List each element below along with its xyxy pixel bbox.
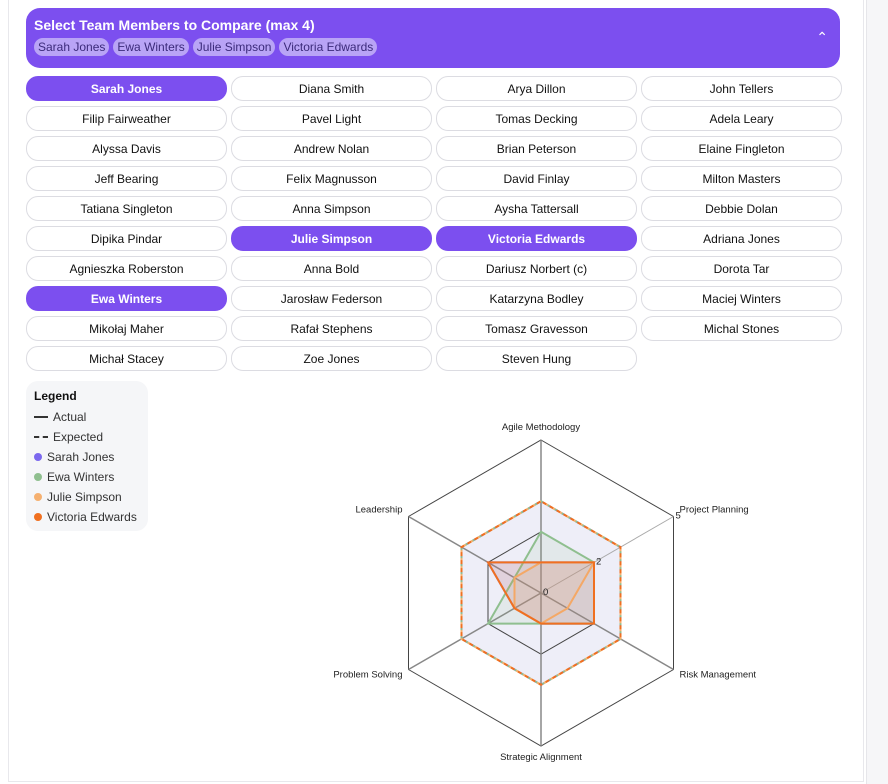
legend: Legend Actual Expected Sarah Jones Ewa Wi…	[26, 381, 148, 531]
dashed-line-icon	[34, 436, 48, 438]
member-button[interactable]: John Tellers	[641, 76, 842, 101]
legend-item: Julie Simpson	[34, 487, 140, 507]
selected-chip[interactable]: Julie Simpson	[192, 38, 276, 56]
member-button[interactable]: Jarosław Federson	[231, 286, 432, 311]
member-selector-header[interactable]: Select Team Members to Compare (max 4) S…	[26, 8, 840, 68]
axis-label: Agile Methodology	[502, 422, 580, 433]
axis-line	[408, 592, 542, 671]
member-button[interactable]: David Finlay	[436, 166, 637, 191]
member-button[interactable]: Maciej Winters	[641, 286, 842, 311]
member-button[interactable]: Brian Peterson	[436, 136, 637, 161]
member-button[interactable]: Andrew Nolan	[231, 136, 432, 161]
member-button[interactable]: Alyssa Davis	[26, 136, 227, 161]
tick-label: 5	[676, 511, 681, 522]
legend-expected-label: Expected	[53, 430, 104, 444]
member-button[interactable]: Debbie Dolan	[641, 196, 842, 221]
legend-item: Sarah Jones	[34, 447, 140, 467]
legend-dot-icon	[34, 493, 42, 501]
chevron-up-icon[interactable]: ⌃	[816, 29, 828, 45]
selected-chips: Sarah Jones Ewa Winters Julie Simpson Victo…	[34, 38, 832, 56]
axis-label: Strategic Alignment	[500, 752, 582, 763]
member-button[interactable]: Adela Leary	[641, 106, 842, 131]
member-button[interactable]: Dipika Pindar	[26, 226, 227, 251]
legend-expected: Expected	[34, 427, 140, 447]
member-button[interactable]: Anna Bold	[231, 256, 432, 281]
axis-label: Problem Solving	[333, 670, 402, 681]
member-button[interactable]: Tatiana Singleton	[26, 196, 227, 221]
member-button[interactable]: Tomas Decking	[436, 106, 637, 131]
member-button[interactable]: Filip Fairweather	[26, 106, 227, 131]
member-button[interactable]: Julie Simpson	[231, 226, 432, 251]
legend-series-label: Sarah Jones	[47, 450, 115, 464]
member-button[interactable]: Agnieszka Roberston	[26, 256, 227, 281]
member-button[interactable]: Zoe Jones	[231, 346, 432, 371]
axis-line	[540, 516, 674, 594]
member-button[interactable]: Dariusz Norbert (c)	[436, 256, 637, 281]
solid-line-icon	[34, 416, 48, 418]
member-button[interactable]: Victoria Edwards	[436, 226, 637, 251]
scrollbar[interactable]	[866, 0, 888, 784]
legend-item: Victoria Edwards	[34, 507, 140, 527]
member-button[interactable]: Dorota Tar	[641, 256, 842, 281]
member-button[interactable]: Felix Magnusson	[231, 166, 432, 191]
axis-label: Project Planning	[680, 505, 749, 516]
axis-line	[540, 592, 674, 671]
legend-title: Legend	[34, 389, 77, 403]
series-actual-3	[486, 561, 596, 625]
legend-item: Ewa Winters	[34, 467, 140, 487]
selected-chip[interactable]: Victoria Edwards	[279, 38, 378, 56]
member-button[interactable]: Jeff Bearing	[26, 166, 227, 191]
member-button[interactable]: Katarzyna Bodley	[436, 286, 637, 311]
member-button[interactable]: Adriana Jones	[641, 226, 842, 251]
axis-line	[408, 515, 542, 594]
member-button[interactable]: Sarah Jones	[26, 76, 227, 101]
member-button[interactable]: Elaine Fingleton	[641, 136, 842, 161]
member-button[interactable]: Mikołaj Maher	[26, 316, 227, 341]
member-button[interactable]: Pavel Light	[231, 106, 432, 131]
tick-label: 2	[596, 556, 601, 567]
legend-series-label: Ewa Winters	[47, 470, 115, 484]
member-button[interactable]: Tomasz Gravesson	[436, 316, 637, 341]
legend-series-label: Victoria Edwards	[47, 510, 137, 524]
selected-chip[interactable]: Sarah Jones	[34, 38, 110, 56]
series-expected-3	[460, 500, 622, 686]
member-button[interactable]: Diana Smith	[231, 76, 432, 101]
member-button[interactable]: Rafał Stephens	[231, 316, 432, 341]
selected-chip[interactable]: Ewa Winters	[113, 38, 189, 56]
member-button[interactable]: Steven Hung	[436, 346, 637, 371]
member-button[interactable]: Ewa Winters	[26, 286, 227, 311]
member-grid: Sarah Jones Diana Smith Arya Dillon John Te…	[26, 76, 842, 371]
member-button[interactable]: Arya Dillon	[436, 76, 637, 101]
legend-actual: Actual	[34, 407, 140, 427]
member-button[interactable]: Aysha Tattersall	[436, 196, 637, 221]
axis-label: Risk Management	[680, 670, 757, 681]
tick-label: 0	[543, 587, 548, 598]
axis-label: Leadership	[355, 505, 402, 516]
selector-title: Select Team Members to Compare (max 4)	[34, 17, 315, 33]
legend-dot-icon	[34, 513, 42, 521]
member-button[interactable]: Milton Masters	[641, 166, 842, 191]
legend-actual-label: Actual	[53, 410, 87, 424]
member-button[interactable]: Anna Simpson	[231, 196, 432, 221]
legend-dot-icon	[34, 473, 42, 481]
member-button[interactable]: Michal Stones	[641, 316, 842, 341]
member-button[interactable]: Michał Stacey	[26, 346, 227, 371]
legend-series-label: Julie Simpson	[47, 490, 122, 504]
legend-dot-icon	[34, 453, 42, 461]
